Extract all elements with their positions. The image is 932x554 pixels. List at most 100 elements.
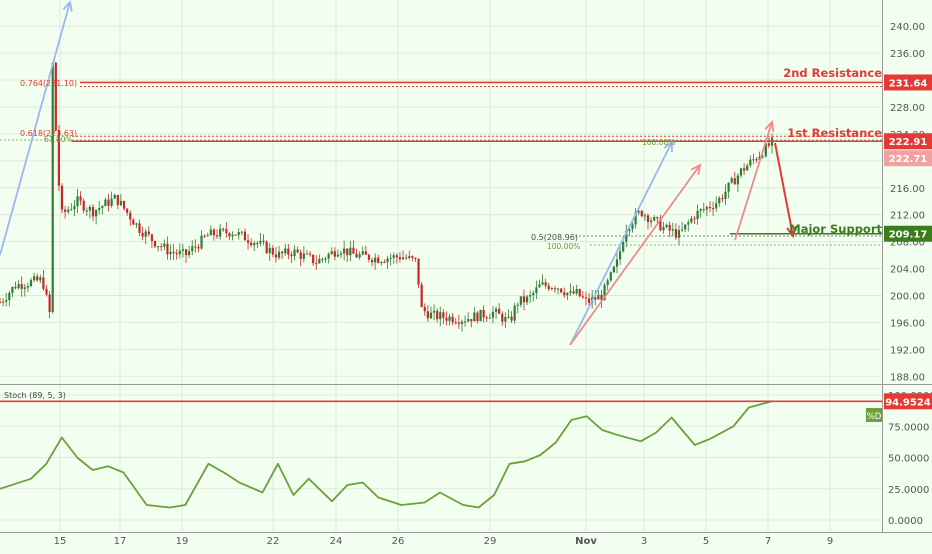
candle-body bbox=[408, 256, 411, 259]
candle-body bbox=[755, 159, 758, 161]
candle-body bbox=[615, 259, 619, 267]
candle-body bbox=[178, 250, 181, 255]
candle-body bbox=[612, 266, 615, 273]
candle-body bbox=[606, 280, 609, 286]
stochastic-panel: %D bbox=[0, 400, 882, 509]
stoch-tick-label: 25.0000 bbox=[888, 485, 929, 496]
candle-body bbox=[2, 301, 5, 303]
price-tick-label: 212.00 bbox=[890, 211, 925, 222]
fibonacci-lines bbox=[0, 139, 882, 246]
candle-body bbox=[175, 252, 178, 255]
candle-body bbox=[513, 305, 516, 321]
candle-body bbox=[333, 251, 336, 257]
candle-body bbox=[358, 254, 361, 258]
candle-body bbox=[600, 294, 603, 301]
candle-body bbox=[702, 209, 705, 211]
candle-body bbox=[684, 224, 687, 230]
candle-body bbox=[169, 251, 172, 255]
candle-body bbox=[73, 206, 76, 210]
time-tick-label: 15 bbox=[54, 536, 67, 547]
candle-body bbox=[578, 289, 581, 297]
candle-body bbox=[346, 248, 349, 256]
candle-body bbox=[733, 178, 736, 185]
candle-body bbox=[594, 297, 597, 300]
candle-body bbox=[463, 321, 467, 323]
candle-body bbox=[637, 210, 640, 213]
candle-body bbox=[405, 257, 408, 259]
time-tick-label: 24 bbox=[330, 536, 343, 547]
candle-body bbox=[119, 200, 123, 206]
candle-body bbox=[597, 294, 600, 300]
blue-arrow-left-head bbox=[62, 0, 73, 12]
candle-body bbox=[85, 210, 88, 212]
candle-body bbox=[98, 207, 101, 210]
major-support-badge: 209.17 bbox=[889, 230, 928, 241]
candle-body bbox=[336, 254, 340, 257]
candle-body bbox=[17, 284, 20, 289]
candle-body bbox=[364, 251, 367, 255]
candle-body bbox=[470, 319, 473, 322]
candle-body bbox=[240, 231, 243, 233]
candle-body bbox=[153, 240, 157, 247]
candle-body bbox=[104, 199, 107, 207]
candle-body bbox=[70, 209, 73, 211]
candle-body bbox=[715, 203, 718, 209]
candle-body bbox=[625, 231, 628, 242]
candle-body bbox=[5, 299, 8, 302]
candle-body bbox=[482, 309, 485, 318]
candle-body bbox=[383, 262, 386, 264]
candle-body bbox=[420, 284, 423, 308]
candle-body bbox=[417, 258, 420, 285]
candle-body bbox=[256, 243, 259, 245]
candle-body bbox=[501, 313, 504, 322]
candle-body bbox=[411, 256, 414, 258]
candle-body bbox=[742, 168, 746, 171]
candle-body bbox=[494, 308, 498, 312]
candle-body bbox=[45, 288, 48, 295]
candle-body bbox=[48, 294, 51, 312]
candle-body bbox=[116, 194, 119, 206]
candle-body bbox=[442, 312, 445, 318]
candle-body bbox=[76, 196, 79, 207]
candle-body bbox=[519, 296, 522, 305]
candle-body bbox=[758, 156, 761, 160]
second-resistance-label: 2nd Resistance bbox=[783, 66, 882, 80]
candle-body bbox=[101, 206, 104, 208]
candle-body bbox=[107, 199, 110, 206]
candle-body bbox=[14, 287, 17, 289]
time-tick-label: 5 bbox=[703, 536, 709, 547]
blue-arrow-right-head bbox=[663, 140, 673, 153]
candle-body bbox=[522, 296, 526, 303]
second-resistance-badge-bg bbox=[884, 74, 932, 91]
candle-body bbox=[643, 215, 646, 217]
candle-body bbox=[29, 280, 33, 287]
price-badges: 231.64 222.91 222.71 209.17 94.9524 bbox=[884, 74, 932, 410]
candle-body bbox=[166, 243, 169, 255]
blue-arrow-right bbox=[569, 141, 673, 346]
candle-body bbox=[618, 251, 622, 260]
candle-body bbox=[361, 251, 364, 255]
resistance-support-lines bbox=[72, 81, 882, 235]
candle-body bbox=[194, 246, 197, 248]
second-resistance-badge: 231.64 bbox=[889, 78, 928, 89]
candle-body bbox=[724, 191, 727, 199]
candle-body bbox=[60, 185, 64, 210]
candle-body bbox=[569, 291, 572, 293]
candle-body bbox=[454, 322, 457, 324]
candle-body bbox=[302, 253, 305, 259]
candle-body bbox=[659, 218, 662, 231]
candle-body bbox=[160, 246, 163, 248]
candle-body bbox=[584, 297, 588, 299]
time-tick-label: 17 bbox=[114, 536, 127, 547]
candle-body bbox=[687, 222, 690, 225]
candle-body bbox=[181, 249, 185, 251]
candle-body bbox=[20, 284, 23, 289]
first-resistance-badge-bg bbox=[884, 133, 932, 150]
candle-body bbox=[575, 289, 578, 294]
pink-arrow-upper-head bbox=[764, 120, 775, 133]
candle-body bbox=[203, 235, 206, 237]
candle-body bbox=[414, 257, 417, 259]
candle-body bbox=[147, 231, 150, 235]
